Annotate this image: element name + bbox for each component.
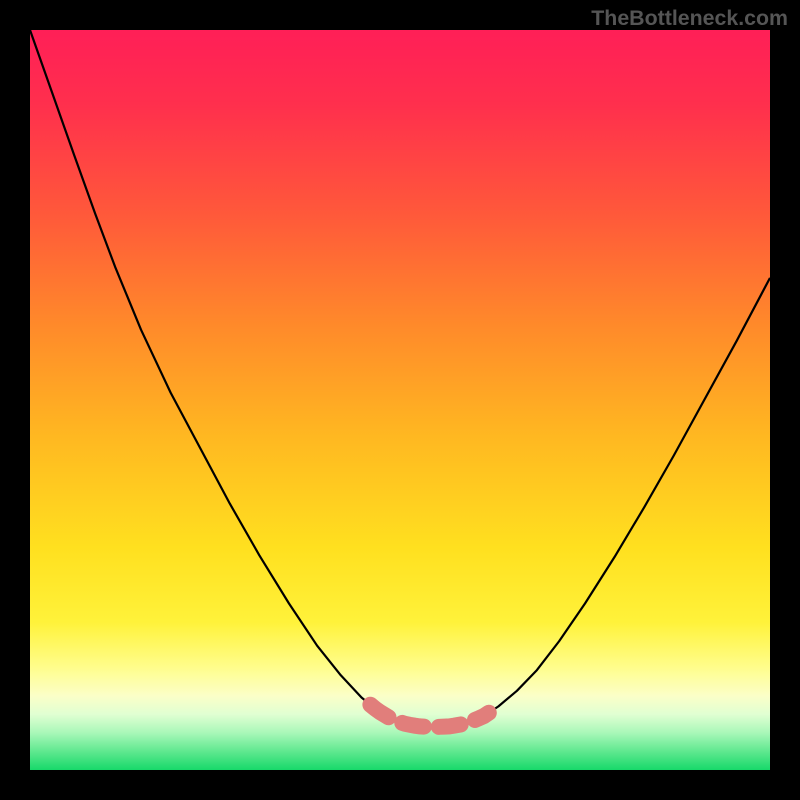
bottleneck-chart	[0, 0, 800, 800]
watermark-text: TheBottleneck.com	[591, 6, 788, 31]
chart-frame: TheBottleneck.com	[0, 0, 800, 800]
plot-area	[30, 30, 770, 770]
